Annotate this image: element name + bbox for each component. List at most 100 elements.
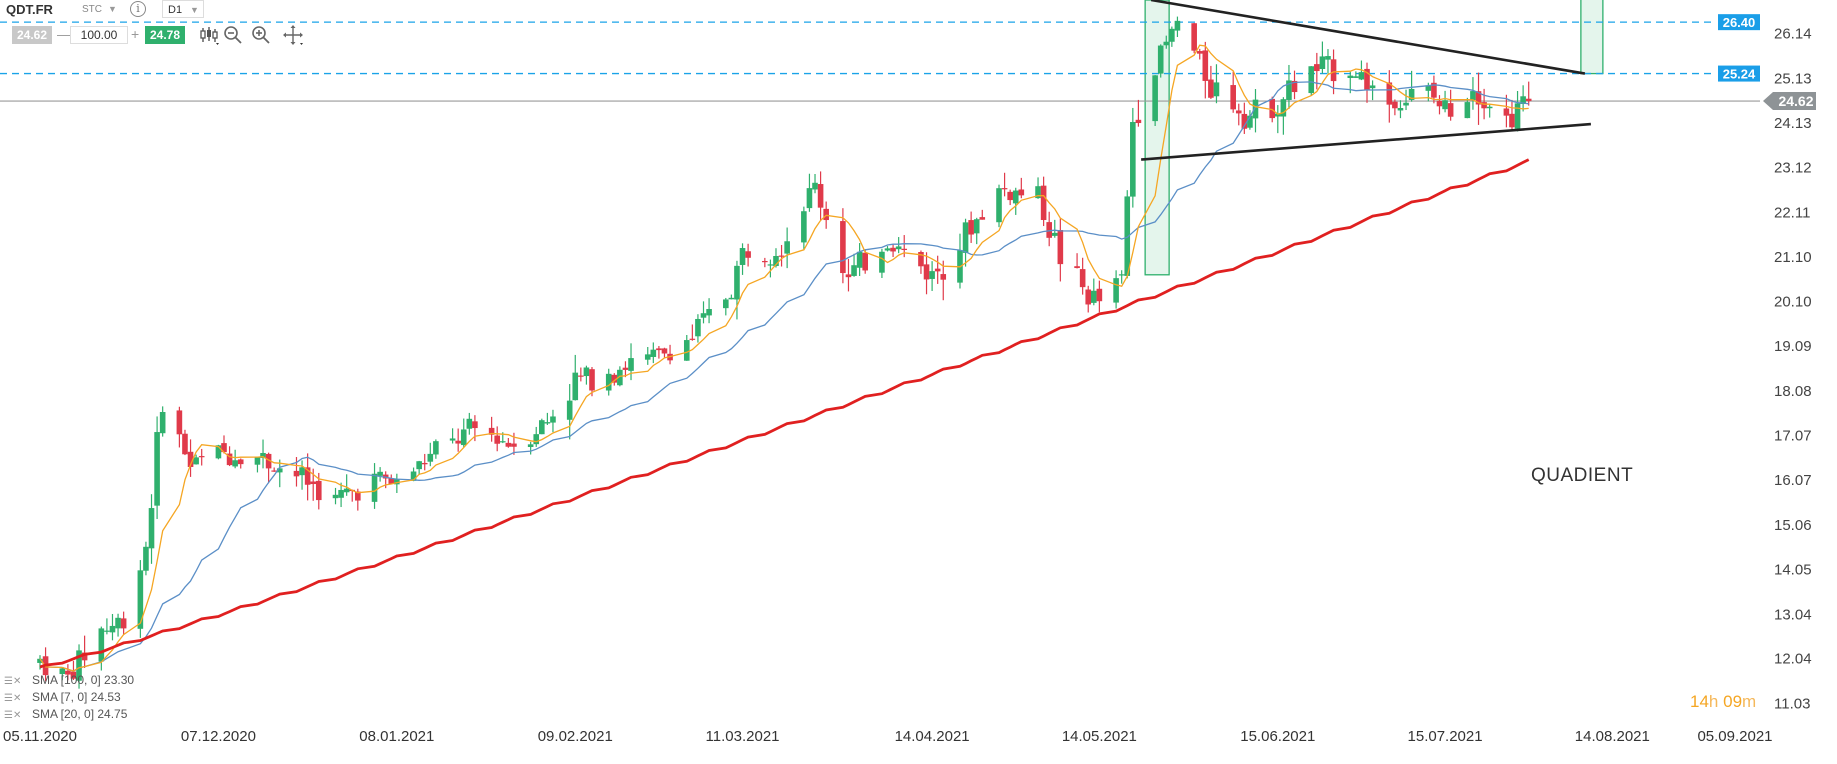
legend-settings-icon[interactable]: ☰✕ xyxy=(4,676,22,687)
candle-body xyxy=(371,473,378,502)
candle-body xyxy=(1358,72,1365,80)
legend-sma7[interactable]: ☰✕ SMA [7, 0] 24.53 xyxy=(4,690,121,704)
crosshair-move-icon[interactable] xyxy=(282,24,304,46)
y-axis: 26.14 25.13 24.13 23.12 22.11 21.10 20.10 19.09… xyxy=(1774,26,1812,713)
info-icon[interactable]: i xyxy=(130,1,146,17)
zoom-out-icon[interactable] xyxy=(222,24,244,46)
timer-minutes: 09 xyxy=(1723,692,1743,711)
y-tick-label: 16.07 xyxy=(1774,472,1812,489)
y-tick-label: 11.03 xyxy=(1774,695,1810,712)
level-high-tag: 26.40 xyxy=(1723,15,1756,30)
candle-body xyxy=(1191,23,1197,51)
candle-body xyxy=(845,274,852,278)
candle-body xyxy=(1280,99,1287,117)
candle-body xyxy=(1408,88,1415,100)
chevron-down-icon: ▼ xyxy=(190,5,199,15)
legend-sma20[interactable]: ☰✕ SMA [20, 0] 24.75 xyxy=(4,707,127,721)
level-mid-tag: 25.24 xyxy=(1723,67,1756,82)
candle-body xyxy=(271,470,277,472)
candle-body xyxy=(427,453,434,462)
candle-body xyxy=(1514,103,1521,129)
y-tick-label: 21.10 xyxy=(1774,249,1812,266)
chart-toolbar: QDT.FR STC ▼ i D1 ▼ 24.62 — 100.00 + 24.… xyxy=(0,0,320,52)
candle-body xyxy=(734,265,740,300)
candle-body xyxy=(1208,79,1214,98)
candle-body xyxy=(81,652,88,661)
candle-body xyxy=(1475,91,1482,105)
candle-body xyxy=(1230,85,1236,110)
legend-sma100[interactable]: ☰✕ SMA [100, 0] 23.30 xyxy=(4,673,134,687)
candle-body xyxy=(979,217,986,220)
current-price-tag-bg xyxy=(1763,92,1816,111)
y-tick-label: 25.13 xyxy=(1774,70,1812,87)
candle-body xyxy=(550,416,556,423)
candle-body xyxy=(1135,119,1142,124)
candle-body xyxy=(890,247,896,252)
timeframe-select[interactable]: D1 ▼ xyxy=(162,0,204,18)
candle-body xyxy=(315,480,322,501)
legend-settings-icon[interactable]: ☰✕ xyxy=(4,710,22,721)
candle-body xyxy=(1001,188,1008,190)
decrease-volume-button[interactable]: — xyxy=(57,26,71,42)
candle-body xyxy=(416,461,422,470)
x-tick-label: 05.11.2020 xyxy=(3,728,77,745)
candle-body xyxy=(1269,98,1276,119)
symbol-label[interactable]: QDT.FR xyxy=(6,2,53,17)
candle-body xyxy=(617,369,623,386)
level-high-tag-bg xyxy=(1718,14,1760,31)
candle-body xyxy=(1157,45,1164,74)
legend-settings-icon[interactable]: ☰✕ xyxy=(4,693,22,704)
y-tick-label: 18.08 xyxy=(1774,383,1812,400)
candle-body xyxy=(293,470,300,477)
level-mid-tag-bg xyxy=(1718,65,1760,82)
x-tick-label: 11.03.2021 xyxy=(706,728,780,745)
candle-body xyxy=(566,400,573,420)
candle-body xyxy=(973,219,980,234)
candle-body xyxy=(572,372,579,401)
x-tick-label: 14.05.2021 xyxy=(1062,728,1137,745)
candle-body xyxy=(276,468,283,473)
candle-body xyxy=(656,348,662,351)
candle-body xyxy=(1319,56,1326,69)
candle-body xyxy=(143,546,149,571)
candle-body xyxy=(879,251,885,273)
candle-body xyxy=(650,349,657,357)
chart-type-icon[interactable] xyxy=(198,24,220,46)
candle-body xyxy=(237,459,244,465)
candle-body xyxy=(611,374,618,383)
price-tags: 26.40 25.24 24.62 xyxy=(1718,14,1816,111)
sell-price-button[interactable]: 24.62 xyxy=(12,26,52,44)
candle-body xyxy=(499,441,506,443)
candle-body xyxy=(1202,50,1209,81)
market-label[interactable]: STC xyxy=(82,4,102,15)
candle-body xyxy=(784,241,790,254)
candle-body xyxy=(923,264,930,280)
candle-body xyxy=(466,418,473,429)
legend-sma20-label: SMA [20, 0] 24.75 xyxy=(32,707,128,721)
candle-body xyxy=(1403,102,1409,106)
candle-body xyxy=(840,221,846,274)
buy-price-button[interactable]: 24.78 xyxy=(145,26,185,44)
candle-body xyxy=(394,479,400,485)
volume-input[interactable]: 100.00 xyxy=(70,26,128,44)
candle-body xyxy=(1431,82,1437,98)
candle-body xyxy=(856,251,863,268)
sma20-line xyxy=(39,81,1529,672)
candle-body xyxy=(661,348,668,354)
increase-volume-button[interactable]: + xyxy=(131,26,140,42)
timeframe-value: D1 xyxy=(168,4,183,16)
candle-body xyxy=(187,451,194,467)
candle-body xyxy=(622,367,629,370)
candle-body xyxy=(762,260,768,263)
candle-body xyxy=(98,628,105,662)
candle-body xyxy=(962,222,969,253)
y-tick-label: 15.06 xyxy=(1774,517,1812,534)
x-tick-label: 09.02.2021 xyxy=(538,728,613,745)
market-dropdown-icon[interactable]: ▼ xyxy=(108,4,117,14)
candle-body xyxy=(628,358,634,371)
candle-body xyxy=(644,354,651,360)
zoom-in-icon[interactable] xyxy=(250,24,272,46)
chart-annotation-text[interactable]: QUADIENT xyxy=(1531,465,1634,486)
candle-body xyxy=(895,246,902,250)
